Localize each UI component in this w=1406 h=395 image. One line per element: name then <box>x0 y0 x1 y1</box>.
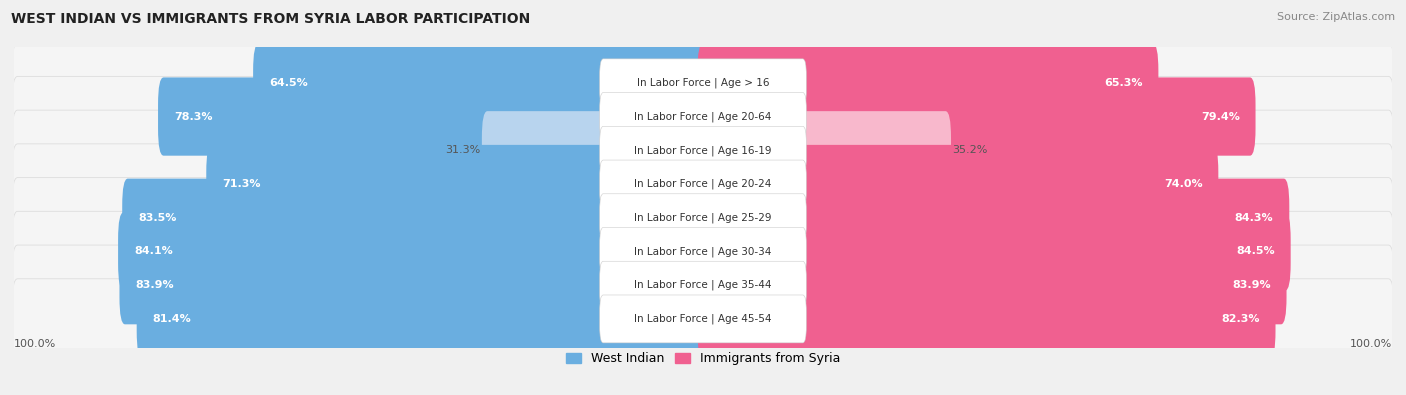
Text: 65.3%: 65.3% <box>1104 78 1143 88</box>
FancyBboxPatch shape <box>13 43 1393 123</box>
FancyBboxPatch shape <box>697 246 1286 324</box>
Text: 100.0%: 100.0% <box>1350 339 1392 349</box>
Text: 84.3%: 84.3% <box>1234 213 1274 223</box>
Text: In Labor Force | Age 20-64: In Labor Force | Age 20-64 <box>634 111 772 122</box>
FancyBboxPatch shape <box>697 44 1159 122</box>
FancyBboxPatch shape <box>118 213 709 291</box>
FancyBboxPatch shape <box>157 77 709 156</box>
FancyBboxPatch shape <box>13 245 1393 325</box>
FancyBboxPatch shape <box>13 178 1393 258</box>
Text: 100.0%: 100.0% <box>14 339 56 349</box>
FancyBboxPatch shape <box>599 160 807 208</box>
Text: In Labor Force | Age 20-24: In Labor Force | Age 20-24 <box>634 179 772 189</box>
Text: In Labor Force | Age 16-19: In Labor Force | Age 16-19 <box>634 145 772 156</box>
Text: In Labor Force | Age 30-34: In Labor Force | Age 30-34 <box>634 246 772 257</box>
Text: WEST INDIAN VS IMMIGRANTS FROM SYRIA LABOR PARTICIPATION: WEST INDIAN VS IMMIGRANTS FROM SYRIA LAB… <box>11 12 530 26</box>
FancyBboxPatch shape <box>136 280 709 358</box>
FancyBboxPatch shape <box>13 211 1393 292</box>
FancyBboxPatch shape <box>599 126 807 174</box>
Text: In Labor Force | Age 25-29: In Labor Force | Age 25-29 <box>634 213 772 223</box>
FancyBboxPatch shape <box>599 295 807 343</box>
Text: 79.4%: 79.4% <box>1201 111 1240 122</box>
FancyBboxPatch shape <box>599 92 807 141</box>
Text: 84.1%: 84.1% <box>134 246 173 256</box>
FancyBboxPatch shape <box>207 145 709 223</box>
FancyBboxPatch shape <box>599 59 807 107</box>
Text: 84.5%: 84.5% <box>1236 246 1275 256</box>
FancyBboxPatch shape <box>697 213 1291 291</box>
FancyBboxPatch shape <box>13 144 1393 224</box>
Text: 31.3%: 31.3% <box>446 145 481 155</box>
Text: 35.2%: 35.2% <box>952 145 988 155</box>
Text: 83.9%: 83.9% <box>1232 280 1271 290</box>
Text: Source: ZipAtlas.com: Source: ZipAtlas.com <box>1277 12 1395 22</box>
FancyBboxPatch shape <box>13 279 1393 359</box>
FancyBboxPatch shape <box>482 111 709 190</box>
Text: 78.3%: 78.3% <box>174 111 212 122</box>
Legend: West Indian, Immigrants from Syria: West Indian, Immigrants from Syria <box>567 352 839 365</box>
FancyBboxPatch shape <box>253 44 709 122</box>
FancyBboxPatch shape <box>697 179 1289 257</box>
FancyBboxPatch shape <box>13 76 1393 157</box>
FancyBboxPatch shape <box>599 261 807 309</box>
Text: 64.5%: 64.5% <box>269 78 308 88</box>
Text: 83.5%: 83.5% <box>138 213 176 223</box>
Text: 71.3%: 71.3% <box>222 179 260 189</box>
FancyBboxPatch shape <box>13 110 1393 190</box>
FancyBboxPatch shape <box>697 111 950 190</box>
Text: 82.3%: 82.3% <box>1222 314 1260 324</box>
FancyBboxPatch shape <box>599 228 807 275</box>
Text: In Labor Force | Age > 16: In Labor Force | Age > 16 <box>637 77 769 88</box>
Text: 81.4%: 81.4% <box>152 314 191 324</box>
Text: In Labor Force | Age 35-44: In Labor Force | Age 35-44 <box>634 280 772 290</box>
FancyBboxPatch shape <box>120 246 709 324</box>
Text: 74.0%: 74.0% <box>1164 179 1202 189</box>
FancyBboxPatch shape <box>697 77 1256 156</box>
Text: 83.9%: 83.9% <box>135 280 174 290</box>
FancyBboxPatch shape <box>122 179 709 257</box>
FancyBboxPatch shape <box>697 280 1275 358</box>
FancyBboxPatch shape <box>599 194 807 242</box>
Text: In Labor Force | Age 45-54: In Labor Force | Age 45-54 <box>634 314 772 324</box>
FancyBboxPatch shape <box>697 145 1219 223</box>
